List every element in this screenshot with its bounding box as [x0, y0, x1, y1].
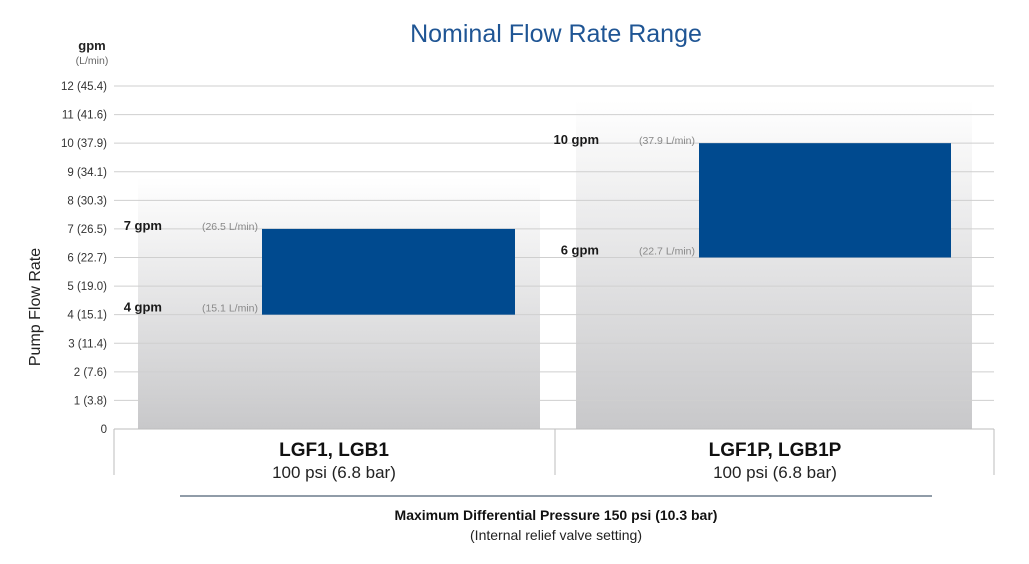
range-bar [262, 228, 515, 315]
category-subtitle: 100 psi (6.8 bar) [272, 463, 396, 482]
footnote-main: Maximum Differential Pressure 150 psi (1… [395, 507, 718, 523]
category-subtitle: 100 psi (6.8 bar) [713, 463, 837, 482]
y-unit-secondary: (L/min) [76, 55, 109, 67]
y-tick-label: 2 (7.6) [74, 367, 107, 379]
y-unit-primary: gpm [78, 38, 105, 53]
y-tick-label: 11 (41.6) [62, 110, 107, 122]
bar-value-labels: (26.5 L/min) 7 gpm (15.1 L/min) 4 gpm (37.9 … [124, 132, 695, 314]
footnote-sub: (Internal relief valve setting) [470, 527, 642, 543]
bar-low-metric-label: (15.1 L/min) [202, 303, 258, 315]
y-tick-label: 6 (22.7) [67, 253, 107, 265]
category-frame [113, 429, 995, 475]
bar-low-label: 6 gpm [561, 243, 599, 258]
bar-low-label: 4 gpm [124, 300, 162, 315]
y-tick-label: 5 (19.0) [67, 281, 107, 293]
y-tick-label: 10 (37.9) [61, 138, 107, 150]
bar-high-metric-label: (26.5 L/min) [202, 221, 258, 233]
range-bars [262, 143, 951, 315]
category-name: LGF1, LGB1 [279, 440, 389, 461]
bar-high-label: 7 gpm [124, 218, 162, 233]
y-tick-label: 3 (11.4) [68, 338, 107, 350]
y-tick-label: 12 (45.4) [61, 81, 107, 93]
y-tick-label: 9 (34.1) [67, 167, 107, 179]
y-axis-label: Pump Flow Rate [27, 248, 44, 366]
chart-title: Nominal Flow Rate Range [410, 20, 702, 48]
y-tick-label: 0 [101, 424, 107, 436]
range-bar [699, 143, 951, 258]
category-labels: LGF1, LGB1 100 psi (6.8 bar) LGF1P, LGB1P 1… [272, 440, 842, 482]
y-tick-label: 8 (30.3) [67, 195, 107, 207]
y-tick-label: 1 (3.8) [74, 395, 107, 407]
y-tick-label: 7 (26.5) [67, 224, 107, 236]
y-tick-labels: 0 1 (3.8) 2 (7.6) 3 (11.4) 4 (15.1) 5 (19.0) 6… [61, 81, 107, 436]
y-tick-label: 4 (15.1) [67, 310, 107, 322]
bar-high-metric-label: (37.9 L/min) [639, 135, 695, 147]
bar-low-metric-label: (22.7 L/min) [639, 246, 695, 258]
category-name: LGF1P, LGB1P [709, 440, 842, 461]
bar-high-label: 10 gpm [553, 132, 599, 147]
